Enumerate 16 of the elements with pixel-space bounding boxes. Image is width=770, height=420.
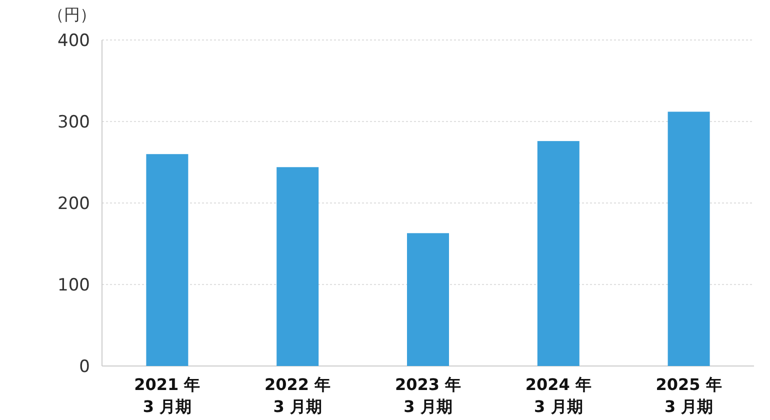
y-tick-label: 300 [58,112,90,132]
x-tick-label: 2025 年 3 月期 [656,375,722,416]
x-tick-label: 2021 年 3 月期 [134,375,200,416]
bar [276,167,319,366]
y-tick-label: 200 [58,194,90,214]
x-tick-label: 2023 年 3 月期 [394,375,462,416]
x-tick-label: 2024 年 3 月期 [525,375,592,416]
bar [407,233,449,366]
y-axis-title: （円） [48,5,96,24]
x-tick-label: 2022 年 3 月期 [264,375,331,416]
bar [146,154,188,366]
bar [668,112,710,366]
y-tick-label: 400 [58,30,90,51]
bar [537,141,580,366]
y-tick-label: 0 [79,356,90,377]
y-tick-label: 100 [58,275,90,296]
